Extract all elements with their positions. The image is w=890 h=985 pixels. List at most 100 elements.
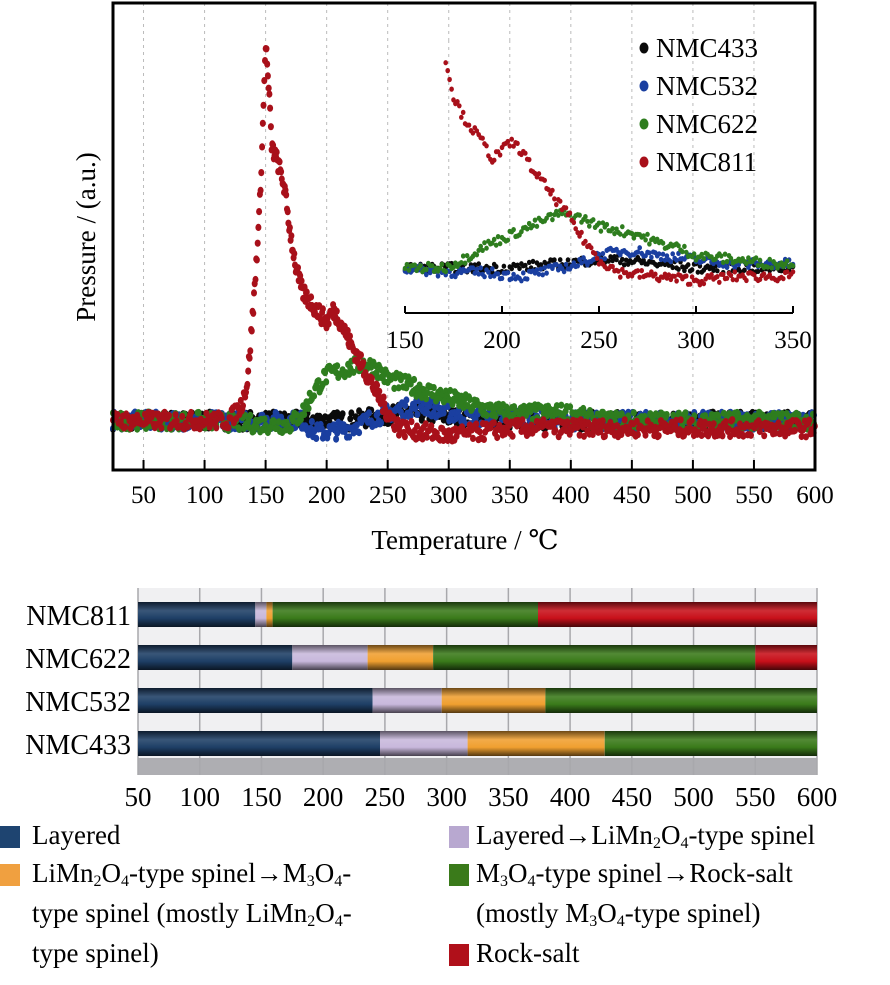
data-point (261, 415, 268, 423)
data-point (608, 254, 613, 260)
phase-legend-text: LiMn2O4-type spinel→M3O4- (32, 858, 352, 890)
bar-x-tick-label: 50 (125, 782, 152, 812)
bar-segment-rock-salt (538, 602, 817, 627)
data-point (687, 281, 693, 287)
x-axis-title: Temperature / ℃ (371, 525, 558, 555)
data-point (240, 402, 246, 410)
data-point (521, 270, 526, 276)
data-point (596, 251, 602, 257)
data-point (443, 60, 449, 66)
bar-segment-m3o4-type (433, 645, 756, 670)
data-point (730, 277, 736, 283)
data-point (244, 380, 251, 389)
phase-legend-text: type spinel) (32, 938, 159, 968)
data-point (252, 275, 259, 284)
data-point (536, 171, 542, 177)
data-point (606, 258, 611, 264)
data-point (550, 187, 555, 193)
data-point (756, 427, 763, 436)
bar-x-tick-label: 300 (426, 782, 467, 812)
data-point (554, 202, 559, 208)
data-point (278, 168, 285, 176)
data-point (423, 433, 430, 441)
data-point (267, 123, 274, 131)
bar-x-tick-label: 550 (735, 782, 776, 812)
data-point (267, 104, 274, 112)
data-point (505, 237, 511, 243)
phase-swatch-limn2o4-to-m3o4 (0, 864, 20, 886)
data-point (779, 260, 784, 266)
bar-x-tick-label: 500 (673, 782, 714, 812)
data-point (784, 258, 790, 264)
data-point (291, 250, 298, 258)
data-point (273, 410, 280, 418)
data-point (509, 266, 514, 272)
data-point (166, 411, 172, 419)
data-point (424, 266, 429, 273)
data-point (732, 269, 738, 275)
data-point (517, 265, 522, 272)
phase-swatch-layered-to-limn2o4 (449, 826, 469, 848)
main-scatter-points (110, 45, 818, 445)
data-point (271, 418, 278, 426)
data-point (495, 271, 501, 277)
data-point (806, 416, 813, 424)
data-point (724, 258, 730, 265)
data-point (308, 418, 315, 426)
data-point (600, 220, 606, 226)
data-point (339, 410, 346, 418)
data-point (412, 404, 419, 412)
data-point (526, 259, 532, 265)
data-point (313, 434, 320, 442)
data-point (426, 402, 433, 410)
data-point (347, 415, 354, 423)
data-point (474, 252, 480, 258)
data-point (179, 412, 186, 421)
data-point (544, 270, 549, 276)
data-point (676, 266, 681, 272)
data-point (715, 274, 720, 280)
data-point (493, 264, 499, 270)
data-point (751, 272, 757, 278)
data-point (660, 240, 666, 246)
bar-row-nmc622 (138, 645, 817, 670)
data-point (403, 396, 410, 404)
data-point (467, 395, 474, 404)
data-point (350, 368, 357, 376)
data-point (457, 103, 462, 109)
data-point (658, 256, 664, 263)
data-point (260, 101, 267, 109)
phase-swatch-m3o4-to-rocksalt (449, 864, 469, 886)
data-point (639, 268, 644, 274)
data-point (552, 257, 557, 263)
data-point (476, 271, 482, 277)
data-point (563, 261, 569, 267)
pressure-temperature-chart: 50 100 150 200 250 300 350 400 450 500 550 600 150 2… (71, 1, 834, 555)
phase-legend-text: Rock-salt (476, 938, 580, 968)
x-tick-label: 500 (674, 482, 712, 509)
data-point (711, 267, 716, 273)
data-point (348, 409, 355, 417)
data-point (588, 245, 594, 251)
bar-segment-rock-salt (755, 645, 817, 670)
data-point (695, 269, 701, 275)
x-tick-label: 200 (308, 482, 346, 509)
legend-marker-nmc622 (639, 118, 649, 130)
data-point (374, 381, 381, 389)
data-point (308, 293, 315, 301)
data-point (476, 428, 483, 436)
phase-legend-text: Layered→LiMn2O4-type spinel (476, 820, 816, 852)
bar-x-tick-label: 100 (179, 782, 220, 812)
data-point (251, 289, 257, 297)
data-point (635, 249, 641, 255)
data-point (381, 400, 388, 408)
bar-segment-layered (138, 731, 380, 756)
data-point (536, 271, 542, 277)
data-point (470, 130, 476, 136)
data-point (634, 431, 641, 439)
data-point (666, 272, 672, 278)
data-point (391, 384, 398, 392)
phase-bar-chart: NMC811 NMC622 NMC532 NMC433 50 100 150 200 250 3… (25, 588, 837, 812)
data-point (288, 232, 295, 240)
data-point (408, 418, 415, 426)
